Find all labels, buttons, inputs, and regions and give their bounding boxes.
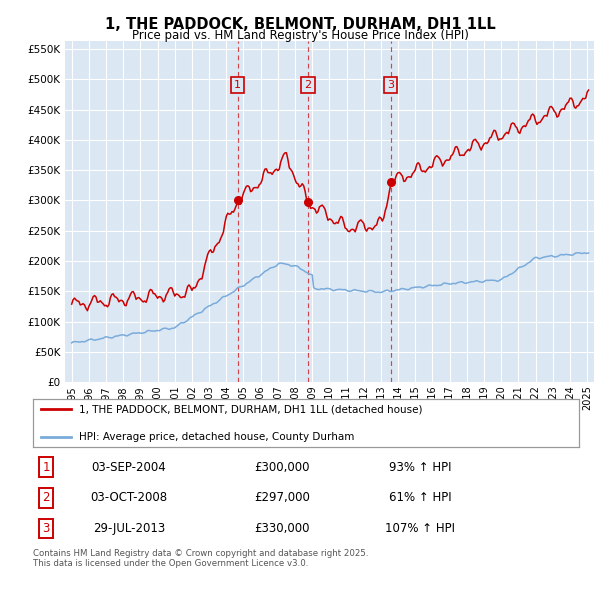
Text: 03-OCT-2008: 03-OCT-2008 (91, 491, 167, 504)
Text: 03-SEP-2004: 03-SEP-2004 (92, 461, 166, 474)
Text: 1: 1 (235, 80, 241, 90)
Text: 1, THE PADDOCK, BELMONT, DURHAM, DH1 1LL (detached house): 1, THE PADDOCK, BELMONT, DURHAM, DH1 1LL… (79, 405, 423, 415)
Text: 3: 3 (387, 80, 394, 90)
Text: 29-JUL-2013: 29-JUL-2013 (93, 522, 165, 535)
Text: 93% ↑ HPI: 93% ↑ HPI (389, 461, 451, 474)
Text: 1, THE PADDOCK, BELMONT, DURHAM, DH1 1LL: 1, THE PADDOCK, BELMONT, DURHAM, DH1 1LL (104, 17, 496, 31)
Text: Contains HM Land Registry data © Crown copyright and database right 2025.
This d: Contains HM Land Registry data © Crown c… (33, 549, 368, 568)
Text: 2: 2 (43, 491, 50, 504)
Text: £300,000: £300,000 (254, 461, 310, 474)
Text: £330,000: £330,000 (254, 522, 310, 535)
Text: HPI: Average price, detached house, County Durham: HPI: Average price, detached house, Coun… (79, 431, 355, 441)
Text: £297,000: £297,000 (254, 491, 310, 504)
Text: 2: 2 (304, 80, 311, 90)
Text: 3: 3 (43, 522, 50, 535)
Text: 61% ↑ HPI: 61% ↑ HPI (389, 491, 451, 504)
Text: 107% ↑ HPI: 107% ↑ HPI (385, 522, 455, 535)
Text: 1: 1 (43, 461, 50, 474)
Text: Price paid vs. HM Land Registry's House Price Index (HPI): Price paid vs. HM Land Registry's House … (131, 30, 469, 42)
